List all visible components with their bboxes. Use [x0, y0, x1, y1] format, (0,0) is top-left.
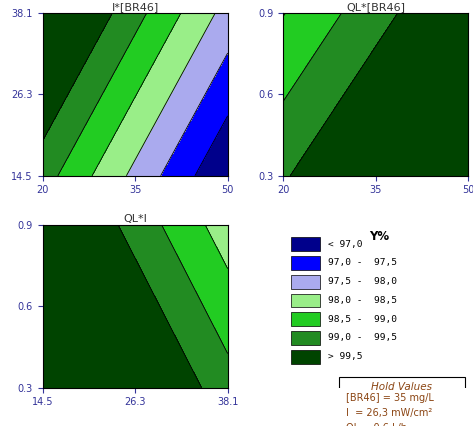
Title: I*[BR46]: I*[BR46]: [112, 2, 159, 12]
Text: [BR46] = 35 mg/L: [BR46] = 35 mg/L: [346, 393, 434, 403]
Text: Y%: Y%: [369, 230, 389, 242]
Bar: [290, 331, 320, 345]
Text: 98,5 -  99,0: 98,5 - 99,0: [328, 315, 396, 324]
Title: QL*I: QL*I: [123, 214, 147, 224]
Text: Hold Values: Hold Values: [371, 382, 432, 392]
Text: 97,0 -  97,5: 97,0 - 97,5: [328, 259, 396, 268]
Text: < 97,0: < 97,0: [328, 240, 362, 249]
Bar: [290, 237, 320, 251]
Title: QL*[BR46]: QL*[BR46]: [346, 2, 405, 12]
Bar: [339, 377, 464, 426]
Text: > 99,5: > 99,5: [328, 352, 362, 361]
Bar: [290, 275, 320, 289]
Bar: [290, 350, 320, 364]
Text: I  = 26,3 mW/cm²: I = 26,3 mW/cm²: [346, 408, 432, 418]
Bar: [290, 312, 320, 326]
Text: 99,0 -  99,5: 99,0 - 99,5: [328, 334, 396, 343]
Bar: [290, 256, 320, 270]
Text: 97,5 -  98,0: 97,5 - 98,0: [328, 277, 396, 286]
Bar: [290, 294, 320, 308]
Text: 98,0 -  98,5: 98,0 - 98,5: [328, 296, 396, 305]
Text: QL = 0,6 L/h: QL = 0,6 L/h: [346, 423, 407, 426]
